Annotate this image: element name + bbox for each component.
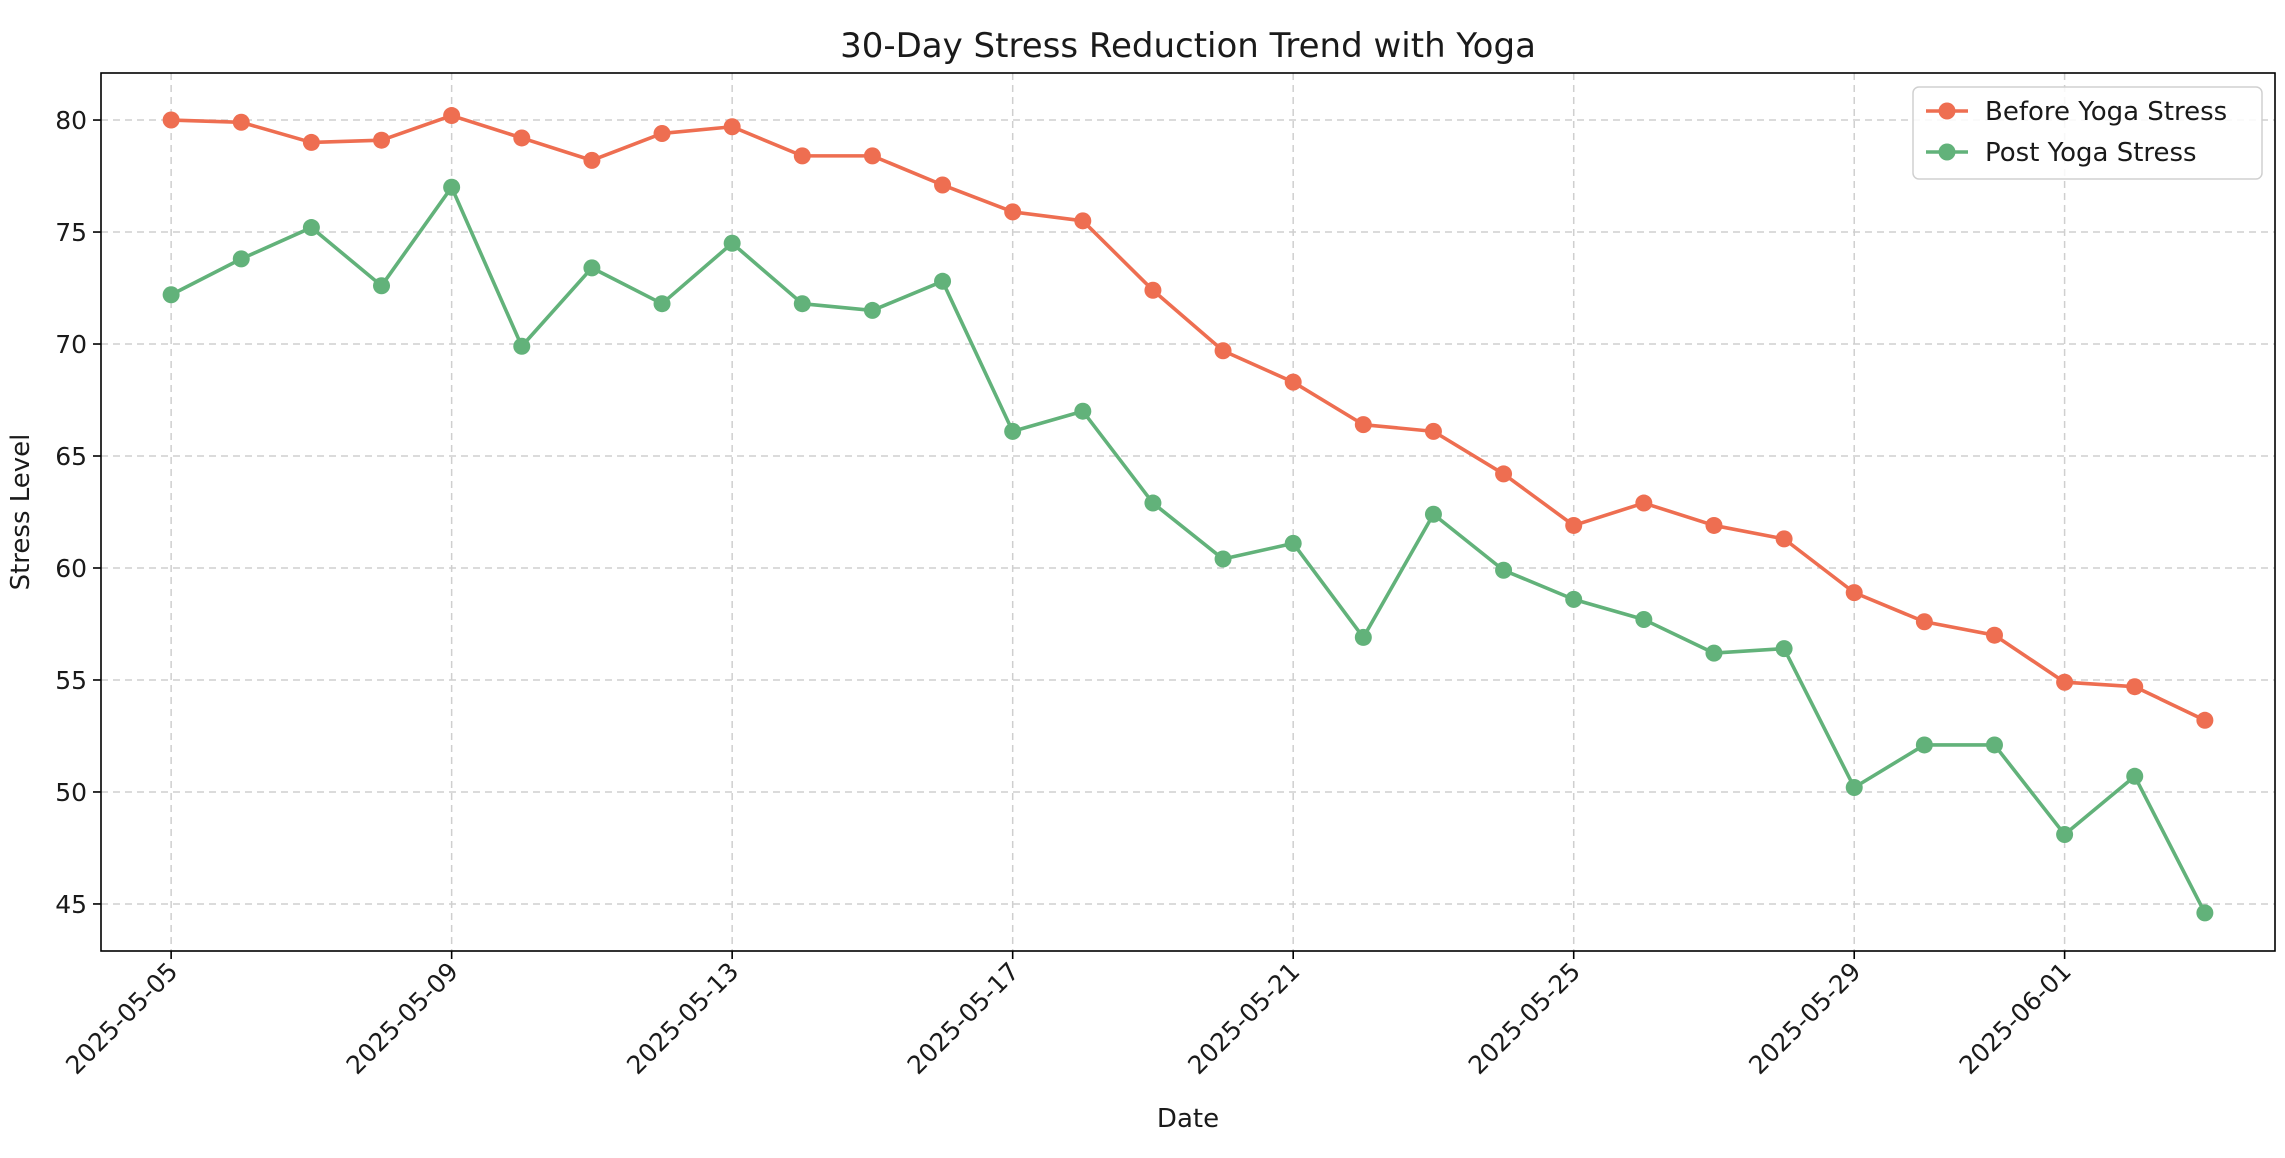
y-tick-label: 55 — [55, 666, 87, 695]
series-1-point — [934, 176, 952, 194]
series-2-line — [170, 185, 2207, 914]
series-1-point — [653, 124, 671, 142]
series-2-point — [583, 259, 601, 277]
x-tick-label: 2025-05-09 — [341, 957, 464, 1080]
x-tick-label: 2025-05-05 — [60, 957, 183, 1080]
series-2-point — [1845, 778, 1863, 796]
series-2-point — [1915, 736, 1933, 754]
series-1-point — [2126, 678, 2144, 696]
series-1-point — [1915, 613, 1933, 631]
series-1-point — [373, 131, 391, 149]
series-2-point — [443, 178, 461, 196]
series-2-point — [1214, 550, 1232, 568]
plot-frame — [100, 72, 2276, 952]
series-2 — [162, 178, 2214, 922]
series-1 — [162, 107, 2214, 729]
series-2-point — [1705, 644, 1723, 662]
series-1-point — [1775, 530, 1793, 548]
series-2-point — [1635, 611, 1653, 629]
series-2-point — [934, 272, 952, 290]
series-2-point — [1424, 505, 1442, 523]
series-1-point — [583, 151, 601, 169]
y-tick-label: 60 — [55, 554, 87, 583]
series-1-line — [171, 113, 2206, 722]
legend-box — [1912, 86, 2263, 180]
series-1-point — [793, 147, 811, 165]
series-2-point — [1074, 402, 1092, 420]
y-tick-label: 65 — [55, 442, 87, 471]
series-2-point — [793, 295, 811, 313]
series-1-point — [162, 111, 180, 129]
legend-item: Post Yoga Stress — [1926, 138, 2197, 168]
x-tick-label: 2025-05-25 — [1463, 957, 1586, 1080]
axes: 45 50 55 60 65 70 75 80 2025-05-05 2025-05-09 2025… — [55, 106, 2077, 1080]
series-1-point — [1214, 342, 1232, 360]
series-2-point — [2126, 767, 2144, 785]
y-axis-label: Stress Level — [6, 434, 36, 591]
series-1-point — [2196, 711, 2214, 729]
series-2-point — [162, 286, 180, 304]
series-2-point — [1144, 494, 1162, 512]
y-tick-label: 80 — [55, 106, 87, 135]
series-1-point — [302, 133, 320, 151]
series-2-point — [863, 301, 881, 319]
series-2-point — [2056, 826, 2074, 844]
series-1-point — [1565, 516, 1583, 534]
y-tick-label: 45 — [55, 890, 87, 919]
x-tick-label: 2025-05-29 — [1743, 957, 1866, 1080]
x-axis-label: Date — [1157, 1104, 1219, 1134]
x-tick-label: 2025-05-21 — [1182, 957, 1305, 1080]
chart-title: 30-Day Stress Reduction Trend with Yoga — [840, 26, 1536, 66]
grid-lines — [101, 73, 2275, 951]
series-layer — [162, 107, 2214, 922]
series-2-point — [232, 250, 250, 268]
series-1-point — [1495, 465, 1513, 483]
x-tick-label: 2025-05-17 — [902, 957, 1025, 1080]
series-1-point — [1144, 281, 1162, 299]
series-1-point — [1354, 416, 1372, 434]
series-2-point — [1775, 640, 1793, 658]
series-1-point — [2056, 673, 2074, 691]
legend-item: Before Yoga Stress — [1926, 97, 2227, 127]
series-1-point — [443, 107, 461, 125]
legend-marker — [1938, 143, 1956, 161]
series-2-point — [513, 337, 531, 355]
series-1-point — [1284, 373, 1302, 391]
series-1-point — [1985, 626, 2003, 644]
series-1-point — [863, 147, 881, 165]
series-1-point — [1424, 422, 1442, 440]
series-2-point — [1284, 534, 1302, 552]
series-2-point — [1985, 736, 2003, 754]
legend-label: Post Yoga Stress — [1985, 138, 2197, 168]
series-2-point — [2196, 904, 2214, 922]
y-tick-label: 75 — [55, 218, 87, 247]
series-1-point — [1845, 584, 1863, 602]
series-2-point — [373, 277, 391, 295]
series-1-point — [1074, 212, 1092, 230]
x-tick-label: 2025-06-01 — [1954, 957, 2077, 1080]
y-tick-label: 50 — [55, 778, 87, 807]
legend: Before Yoga Stress Post Yoga Stress — [1912, 86, 2263, 180]
series-1-point — [723, 118, 741, 136]
series-2-point — [653, 295, 671, 313]
series-2-point — [302, 219, 320, 237]
legend-label: Before Yoga Stress — [1985, 97, 2227, 127]
series-2-point — [1354, 628, 1372, 646]
series-1-point — [1705, 516, 1723, 534]
series-2-point — [723, 234, 741, 252]
series-2-point — [1004, 422, 1022, 440]
series-1-point — [1635, 494, 1653, 512]
x-tick-label: 2025-05-13 — [621, 957, 744, 1080]
series-1-point — [513, 129, 531, 147]
series-1-point — [232, 113, 250, 131]
legend-marker — [1938, 102, 1956, 120]
series-2-point — [1565, 590, 1583, 608]
series-1-point — [1004, 203, 1022, 221]
y-tick-label: 70 — [55, 330, 87, 359]
series-2-point — [1495, 561, 1513, 579]
